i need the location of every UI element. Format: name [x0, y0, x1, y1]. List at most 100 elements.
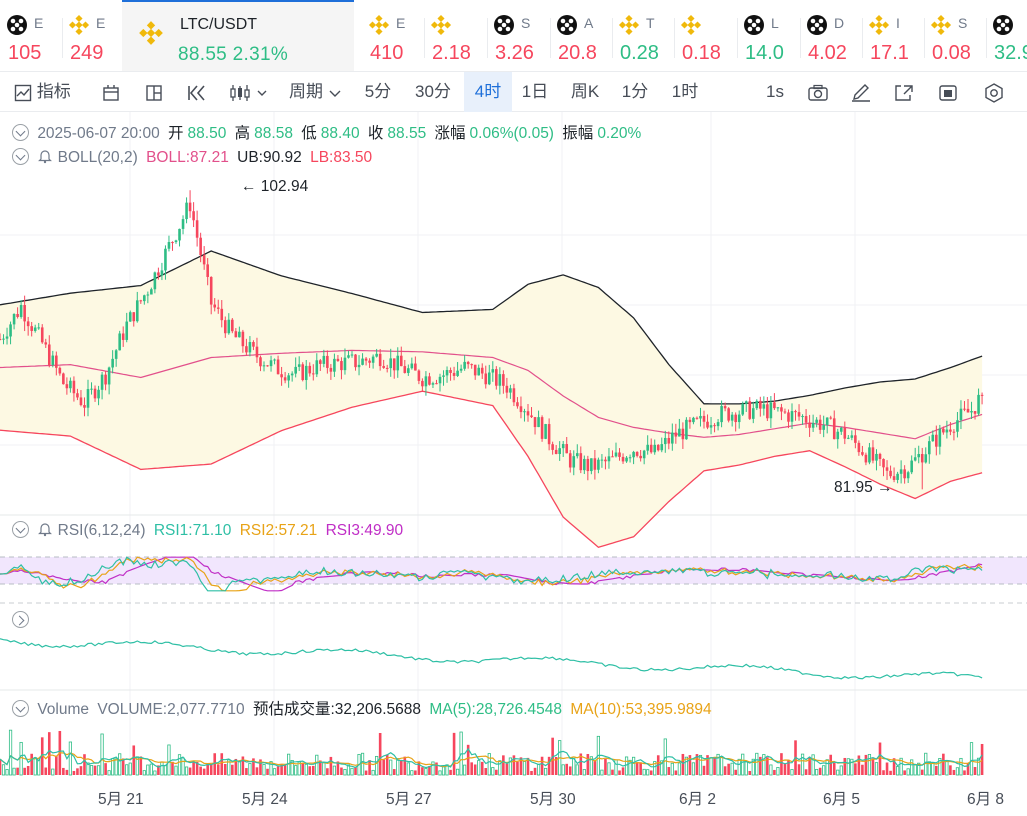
- ticker-item[interactable]: L 14.0: [737, 0, 800, 71]
- bell-icon[interactable]: [37, 521, 53, 537]
- ticker-symbol: D: [834, 15, 845, 31]
- volume-bar: [237, 761, 241, 776]
- ticker-item[interactable]: S 3.26: [487, 0, 550, 71]
- volume-bar: [385, 754, 389, 775]
- volume-bar: [773, 769, 776, 775]
- close-label: 收: [367, 125, 384, 142]
- replay-button[interactable]: [187, 72, 209, 112]
- candle-body: [639, 455, 642, 459]
- interval-tab[interactable]: 30分: [415, 82, 451, 101]
- ticker-item[interactable]: 2.18: [424, 0, 487, 71]
- candle-body: [104, 374, 107, 385]
- ticker-item[interactable]: A 20.8: [550, 0, 612, 71]
- ticker-item[interactable]: LTC/USDT 88.55 2.31%: [122, 0, 354, 71]
- draw-button[interactable]: [850, 72, 872, 112]
- x-axis-tick-label: 5月 30: [530, 791, 576, 808]
- interval-tab[interactable]: 4时: [464, 72, 512, 112]
- template-button[interactable]: [101, 72, 121, 112]
- volume-bar: [280, 763, 283, 775]
- collapse-icon[interactable]: [12, 148, 29, 165]
- candle-body: [720, 406, 723, 423]
- candle-body: [526, 411, 530, 416]
- candle-body: [723, 406, 727, 409]
- ticker-item[interactable]: 0.18: [674, 0, 737, 71]
- volume-bar: [660, 760, 664, 776]
- interval-tab[interactable]: 1日: [521, 82, 549, 101]
- ticker-item[interactable]: D 4.02: [800, 0, 862, 71]
- volume-bar: [142, 770, 146, 776]
- candle-body: [19, 305, 23, 317]
- volume-bar: [688, 755, 692, 775]
- candle-body: [459, 368, 463, 371]
- interval-tab[interactable]: 5分: [364, 82, 392, 101]
- ticker-item[interactable]: E 105: [0, 0, 62, 71]
- candle-body: [188, 202, 192, 212]
- ticker-item[interactable]: S 0.08: [924, 0, 986, 71]
- volume-bar: [533, 767, 537, 775]
- ticker-item[interactable]: I 17.1: [862, 0, 924, 71]
- collapsed-pane-toggle[interactable]: [12, 611, 33, 630]
- volume-bar: [691, 762, 696, 776]
- volume-bar: [762, 754, 766, 776]
- candle-body: [125, 321, 129, 340]
- delete-drawings-button[interactable]: [937, 72, 959, 112]
- candle-type-dropdown[interactable]: [229, 72, 269, 112]
- candle-body: [304, 365, 308, 381]
- interval-tab[interactable]: 周K: [570, 82, 600, 101]
- interval-tab[interactable]: 1分: [621, 82, 649, 101]
- candle-body: [903, 469, 906, 479]
- volume-bar: [829, 754, 833, 775]
- open-label: 开: [168, 125, 184, 142]
- volume-bar: [969, 742, 974, 776]
- ticker-item[interactable]: 32.9: [986, 0, 1027, 71]
- settings-button[interactable]: [983, 72, 1005, 112]
- volume-bar: [843, 757, 847, 775]
- volume-bar: [435, 762, 438, 775]
- collapse-icon[interactable]: [12, 521, 29, 538]
- candle-body: [33, 327, 37, 331]
- volume-bar: [561, 764, 565, 776]
- candle-body: [424, 376, 428, 387]
- candle-body: [861, 452, 864, 455]
- layout-button[interactable]: [144, 72, 164, 112]
- candle-body: [329, 367, 333, 372]
- indicators-button[interactable]: 指标: [14, 72, 71, 112]
- candle-body: [956, 420, 959, 432]
- ticker-item[interactable]: T 0.28: [612, 0, 674, 71]
- expand-icon[interactable]: [12, 611, 29, 628]
- candle-body: [287, 375, 290, 381]
- period-dropdown[interactable]: 周期: [289, 72, 342, 112]
- volume-bar: [607, 762, 611, 776]
- candle-body: [502, 374, 505, 386]
- volume-bar: [65, 769, 69, 775]
- volume-bar: [649, 770, 653, 775]
- collapse-icon[interactable]: [12, 700, 29, 717]
- volume-bar: [632, 756, 636, 776]
- collapse-icon[interactable]: [12, 124, 29, 141]
- boll-upper-line: [0, 250, 983, 405]
- volume-bar: [428, 766, 431, 775]
- volume-bar: [438, 770, 442, 776]
- candle-body: [611, 456, 614, 458]
- candle-body: [628, 457, 632, 459]
- candle-body: [47, 344, 51, 365]
- screenshot-button[interactable]: [807, 72, 829, 112]
- candle-body: [273, 359, 276, 361]
- candle-body: [649, 444, 653, 453]
- replay-speed[interactable]: 1s: [766, 82, 784, 101]
- fullscreen-button[interactable]: [893, 72, 915, 112]
- ticker-price: 0.08: [932, 42, 971, 64]
- candle-body: [301, 364, 305, 381]
- ticker-item[interactable]: E 249: [62, 0, 122, 71]
- ticker-item[interactable]: E 410: [362, 0, 424, 71]
- candle-body: [114, 350, 118, 359]
- bell-icon[interactable]: [37, 148, 53, 164]
- volume-bar: [938, 758, 942, 776]
- candle-body: [269, 360, 273, 367]
- interval-tab[interactable]: 1时: [671, 82, 699, 101]
- volume-bar: [396, 758, 400, 776]
- candle-body: [371, 356, 375, 363]
- volume-bar: [149, 763, 153, 776]
- volume-bar: [952, 769, 956, 775]
